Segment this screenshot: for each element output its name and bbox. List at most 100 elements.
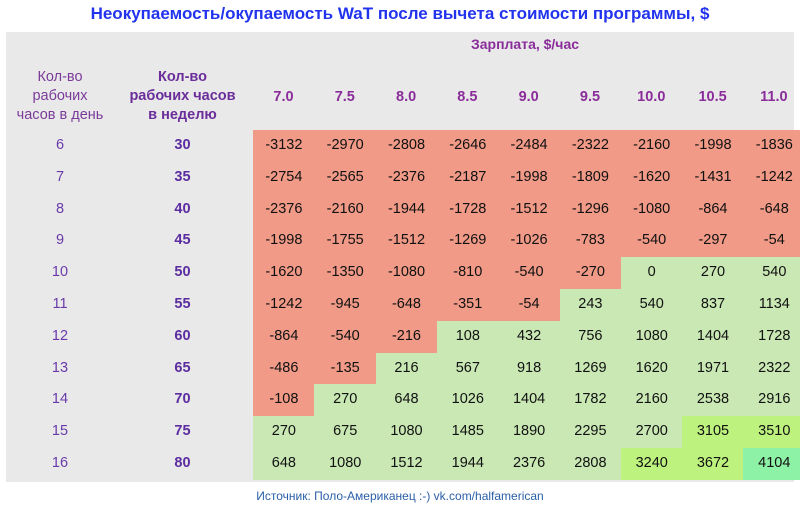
table-cell: -540 — [314, 320, 377, 354]
hours-per-week-header: Кол-во рабочих часов в неделю — [120, 68, 245, 125]
table-cell: 1080 — [375, 416, 438, 449]
table-cell: 1512 — [375, 448, 438, 481]
hours-per-week-value: 50 — [174, 264, 191, 281]
table-cell: -810 — [436, 257, 499, 290]
chart-title: Неокупаемость/окупаемость WaT после выче… — [90, 4, 710, 23]
table-cell: 1269 — [559, 352, 622, 385]
hours-per-day-value: 14 — [51, 391, 69, 408]
table-cell: 756 — [559, 320, 622, 354]
table-cell: -2322 — [559, 130, 622, 163]
table-cell: -2646 — [436, 130, 499, 163]
hours-per-day-value: 8 — [55, 200, 65, 217]
table-cell: 1080 — [314, 448, 377, 481]
table-cell: 1782 — [559, 384, 622, 417]
table-cell: -2808 — [375, 130, 438, 163]
table-cell: -2160 — [620, 130, 683, 163]
wage-header: 9.5 — [579, 89, 601, 105]
table-cell: -1944 — [375, 193, 438, 226]
header-line: рабочих часов — [129, 88, 236, 104]
table-cell: -1026 — [498, 225, 560, 258]
hours-per-day-value: 10 — [51, 264, 69, 281]
table-cell: -1998 — [498, 161, 560, 195]
table-cell: -1755 — [314, 225, 377, 258]
table-cell: -1431 — [682, 161, 744, 195]
table-cell: -648 — [743, 193, 800, 226]
wage-header: 9.0 — [518, 89, 539, 105]
table-cell: 2295 — [559, 416, 622, 449]
hours-per-day-value: 15 — [51, 423, 69, 440]
hours-per-week-value: 55 — [174, 296, 191, 312]
hours-per-week-value: 35 — [174, 168, 191, 185]
table-cell: 2808 — [559, 448, 622, 481]
hours-per-day-value: 13 — [51, 359, 69, 376]
wage-header: 8.0 — [396, 89, 417, 105]
hours-per-week-value: 60 — [174, 327, 191, 344]
table-cell: 270 — [253, 416, 315, 449]
table-cell: 3240 — [620, 448, 683, 481]
x-axis-label: Зарплата, $/час — [470, 36, 580, 52]
table-cell: -1836 — [743, 130, 800, 163]
wage-header: 7.0 — [273, 89, 294, 105]
table-cell: 837 — [682, 289, 744, 322]
table-cell: -2484 — [498, 130, 560, 163]
table-cell: -540 — [498, 257, 560, 290]
header-line: Кол-во — [37, 69, 83, 85]
table-cell: -1080 — [620, 193, 683, 226]
table-cell: -351 — [436, 289, 499, 322]
table-cell: -1620 — [253, 257, 315, 290]
table-cell: 3105 — [682, 416, 744, 449]
table-cell: -108 — [253, 384, 315, 417]
table-cell: -1242 — [253, 289, 315, 322]
hours-per-week-value: 65 — [174, 359, 191, 376]
wage-header: 10.5 — [698, 89, 727, 105]
table-cell: 1026 — [436, 384, 499, 417]
table-cell: 2322 — [743, 352, 800, 385]
table-cell: -648 — [375, 289, 438, 322]
table-cell: 2160 — [620, 384, 683, 417]
table-cell: 1971 — [682, 352, 744, 385]
table-cell: -1998 — [253, 225, 315, 258]
table-cell: -216 — [375, 320, 438, 354]
table-cell: -1350 — [314, 257, 377, 290]
source-note: Источник: Поло-Американец :-) vk.com/hal… — [256, 489, 544, 503]
table-cell: 108 — [436, 320, 499, 354]
table-cell: -54 — [743, 225, 800, 258]
table-cell: 3672 — [682, 448, 744, 481]
table-cell: 567 — [436, 352, 499, 385]
table-cell: 675 — [314, 416, 377, 449]
table-cell: 1134 — [743, 289, 800, 322]
table-cell: 1620 — [620, 352, 683, 385]
table-cell: 2538 — [682, 384, 744, 417]
hours-per-day-value: 12 — [51, 327, 69, 344]
table-cell: -1809 — [559, 161, 622, 195]
table-cell: -1242 — [743, 161, 800, 195]
table-cell: -1080 — [375, 257, 438, 290]
table-cell: 216 — [375, 352, 438, 385]
table-cell: -945 — [314, 289, 377, 322]
table-cell: -864 — [253, 320, 315, 354]
hours-per-day-header: Кол-во рабочих часов в день — [0, 68, 120, 125]
table-cell: -2970 — [314, 130, 377, 163]
table-cell: 270 — [682, 257, 744, 290]
table-cell: 1944 — [436, 448, 499, 481]
wage-header: 10.0 — [637, 89, 666, 105]
hours-per-week-value: 70 — [174, 391, 191, 408]
table-cell: -54 — [498, 289, 560, 322]
table-cell: 2916 — [743, 384, 800, 417]
table-cell: 432 — [498, 320, 560, 354]
hours-per-week-value: 75 — [174, 423, 191, 440]
table-cell: 1890 — [498, 416, 560, 449]
table-cell: -2376 — [253, 193, 315, 226]
table-cell: -2376 — [375, 161, 438, 195]
table-cell: -864 — [682, 193, 744, 226]
table-cell: -2187 — [436, 161, 499, 195]
table-cell: -1269 — [436, 225, 499, 258]
table-cell: 1080 — [620, 320, 683, 354]
table-cell: -783 — [559, 225, 622, 258]
table-cell: -2565 — [314, 161, 377, 195]
hours-per-day-value: 7 — [55, 168, 65, 185]
table-cell: 243 — [559, 289, 622, 322]
table-cell: -270 — [559, 257, 622, 290]
header-line: в неделю — [148, 107, 217, 123]
table-cell: -1296 — [559, 193, 622, 226]
